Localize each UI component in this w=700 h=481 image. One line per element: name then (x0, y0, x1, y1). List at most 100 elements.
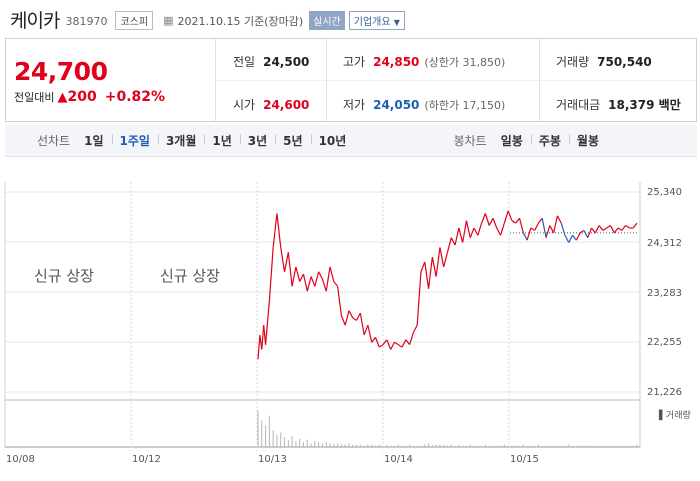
tab-3year[interactable]: 3년 (239, 132, 275, 149)
price-line-segment (587, 227, 593, 238)
price-line-segment (583, 230, 589, 238)
price-line-segment (458, 227, 464, 243)
stat-label: 거래대금 (556, 98, 601, 112)
price-line-segment (560, 222, 566, 236)
price-line-segment (409, 332, 414, 345)
price-line-segment (454, 227, 460, 246)
price-line-segment (617, 227, 623, 231)
price-line-segment (302, 274, 308, 292)
new-listing-label: 신규 상장 (160, 267, 220, 285)
price-line-segment (427, 257, 433, 289)
stat-value: 24,050 (373, 98, 420, 112)
y-tick-label: 23,283 (647, 288, 682, 299)
volume-legend-label: 거래량 (665, 411, 691, 421)
price-line-segment (541, 218, 547, 238)
price-line-segment (462, 220, 468, 243)
price-line-segment (575, 232, 581, 241)
price-line-segment (359, 312, 365, 336)
price-line-segment (556, 215, 562, 224)
price-line-segment (264, 300, 270, 345)
price-line-segment (450, 237, 456, 246)
price-line-segment (340, 315, 346, 326)
y-tick-label: 25,340 (647, 187, 682, 198)
current-price-box: 24,700 전일대비 ▲ 200 +0.82% (6, 39, 216, 121)
price-line-segment (321, 278, 327, 292)
price-line-segment (261, 325, 265, 350)
x-tick-label: 10/12 (132, 454, 161, 465)
stat-value: 24,500 (263, 55, 310, 69)
change-value: 200 (67, 89, 97, 105)
price-line-segment (568, 234, 574, 243)
current-price: 24,700 (14, 57, 108, 86)
price-line-segment (534, 222, 539, 231)
stat-value: 750,540 (597, 55, 652, 69)
stat-label: 거래량 (556, 55, 590, 69)
price-line-segment (511, 220, 517, 224)
price-line-segment (431, 257, 437, 277)
price-line-segment (276, 213, 282, 248)
price-line-segment (314, 271, 320, 287)
y-tick-label: 21,226 (647, 387, 682, 398)
period-selector: 선차트 1일 1주일 3개월 1년 3년 5년 10년 봉차트 일봉 주봉 월봉 (5, 125, 697, 157)
price-line-segment (481, 213, 486, 224)
tab-1year[interactable]: 1년 (204, 132, 239, 149)
price-line-segment (473, 227, 479, 236)
stat-volume: 거래량 750,540 (556, 53, 652, 70)
volume-legend: ▌거래량 (659, 408, 691, 421)
price-line-segment (591, 227, 596, 234)
price-line-segment (318, 271, 323, 280)
stat-label: 고가 (343, 55, 366, 69)
price-line-segment (602, 227, 608, 231)
price-line-segment (435, 247, 441, 277)
tab-daily-candle[interactable]: 일봉 (500, 134, 523, 148)
price-chart[interactable]: 신규 상장 신규 상장 25,340 24,312 23,283 22,255 … (0, 157, 700, 477)
price-line-segment (621, 225, 627, 231)
price-line-segment (549, 225, 555, 234)
change-percent: +0.82% (104, 89, 166, 105)
market-badge: 코스피 (115, 11, 154, 30)
company-info-dropdown[interactable]: 기업개요 ▼ (348, 11, 405, 30)
price-line-segment (325, 266, 331, 292)
price-line-segment (336, 286, 342, 316)
price-line-segment (518, 218, 524, 233)
new-listing-label: 신규 상장 (34, 267, 94, 285)
candle-chart-label: 봉차트 (453, 134, 487, 148)
price-line-segment (424, 261, 430, 289)
tab-1day[interactable]: 1일 (84, 134, 104, 148)
price-line-segment (553, 215, 558, 233)
stat-amount: 거래대금 18,379 백만 (556, 96, 681, 113)
tab-3month[interactable]: 3개월 (157, 132, 204, 149)
price-line-segment (363, 324, 369, 336)
change-label: 전일대비 (14, 91, 55, 104)
realtime-button[interactable]: 실시간 (309, 11, 345, 30)
price-line-segment (503, 210, 509, 224)
price-line-segment (420, 261, 426, 272)
tab-1week[interactable]: 1주일 (111, 132, 158, 149)
chevron-down-icon: ▼ (393, 18, 400, 27)
tab-monthly-candle[interactable]: 월봉 (568, 132, 607, 149)
lower-limit: (하한가 17,150) (424, 99, 506, 112)
price-line-segment (484, 213, 490, 226)
divider (216, 80, 696, 81)
tab-5year[interactable]: 5년 (275, 132, 310, 149)
price-line-segment (598, 225, 604, 231)
price-line-segment (625, 225, 630, 229)
price-line-segment (594, 225, 600, 234)
price-line-segment (333, 281, 339, 287)
price-line-segment (356, 312, 361, 321)
price-line-segment (382, 339, 388, 346)
price-line-segment (352, 317, 357, 321)
price-line-segment (469, 227, 475, 238)
price-line-segment (344, 310, 350, 326)
price-line-segment (632, 222, 638, 229)
stock-name: 케이카 (10, 9, 60, 32)
price-line-segment (268, 247, 274, 301)
calendar-icon: ▦ (163, 14, 174, 27)
price-line-segment (405, 339, 411, 346)
tab-10year[interactable]: 10년 (310, 132, 355, 149)
price-line-segment (329, 266, 335, 282)
tab-weekly-candle[interactable]: 주봉 (530, 132, 569, 149)
price-line-segment (477, 222, 483, 236)
company-info-label: 기업개요 (353, 17, 391, 28)
price-line-segment (439, 247, 445, 267)
